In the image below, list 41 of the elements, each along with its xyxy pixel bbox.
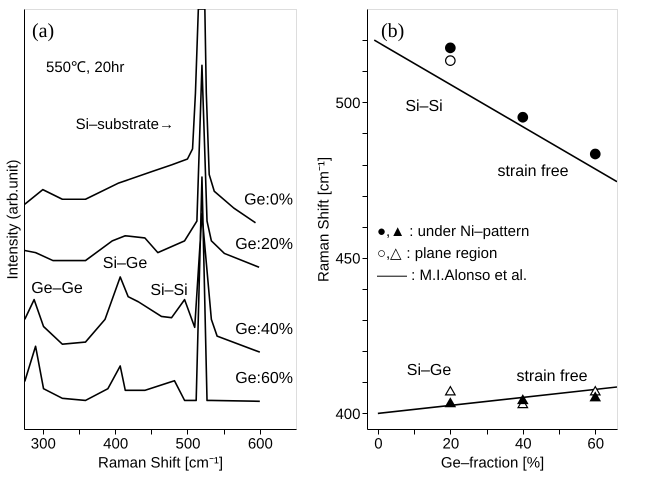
point (590, 148, 601, 160)
annotation: Ge–Ge (31, 280, 83, 297)
x-tick-label: 300 (30, 436, 56, 452)
x-tick-label: 600 (248, 436, 273, 452)
point (590, 392, 601, 402)
point (517, 394, 528, 404)
annotation: Si–Ge (102, 255, 148, 272)
series-label: Ge:40% (235, 321, 293, 338)
point (444, 55, 456, 66)
annotation: ○,△ : plane region (377, 245, 498, 262)
annotation: strain free (497, 163, 569, 180)
series-label: Ge:60% (235, 370, 293, 388)
x-axis-title: Ge–fraction [%] (440, 454, 544, 472)
series-label: Ge:20% (235, 236, 293, 254)
annotation: 550℃, 20hr (46, 59, 124, 76)
point (517, 112, 528, 123)
annotation: —— : M.I.Alonso et al. (377, 267, 528, 284)
annotation: Si–Si (150, 282, 188, 299)
annotation: (a) (32, 20, 54, 42)
x-tick-label: 20 (442, 436, 460, 452)
y-tick-label: 450 (335, 250, 360, 268)
x-tick-label: 500 (175, 436, 201, 452)
annotation: Si–Ge (406, 362, 452, 379)
point (444, 42, 456, 54)
annotation: ●,▲ : under Ni–pattern (377, 223, 530, 240)
y-axis-title: Raman Shift [cm⁻¹] (315, 156, 332, 282)
point (444, 386, 456, 396)
y-tick-label: 500 (335, 94, 360, 112)
y-tick-label: 400 (335, 406, 360, 423)
annotation: strain free (516, 368, 588, 385)
point (444, 398, 456, 408)
x-tick-label: 400 (103, 436, 128, 452)
annotation: (b) (381, 20, 404, 42)
annotation: Si–Si (405, 98, 443, 115)
series-label: Ge:0% (244, 192, 293, 209)
y-axis-title: Intensity (arb.unit) (4, 159, 22, 280)
annotation: Si–substrate→ (76, 116, 174, 133)
x-tick-label: 60 (587, 436, 604, 452)
x-tick-label: 0 (374, 436, 383, 452)
x-axis-title: Raman Shift [cm⁻¹] (98, 454, 224, 472)
x-tick-label: 40 (514, 436, 532, 452)
